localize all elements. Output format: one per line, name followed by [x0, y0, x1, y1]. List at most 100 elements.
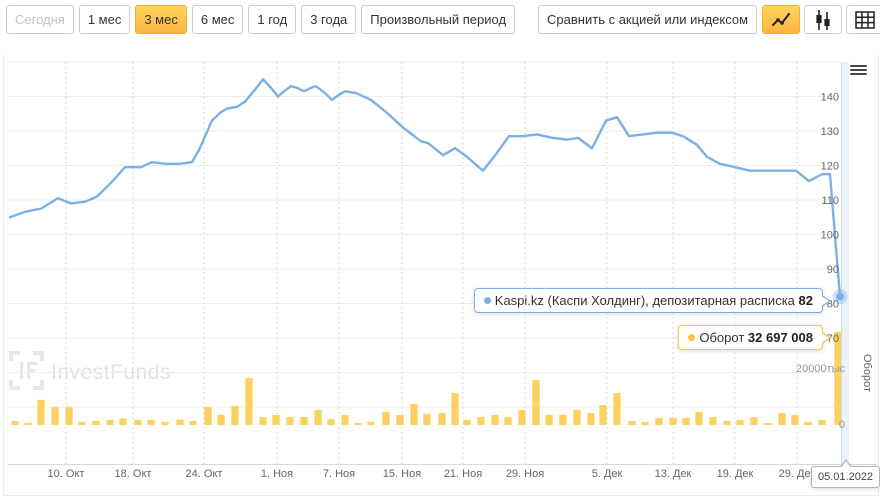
volume-bar[interactable] — [51, 407, 59, 425]
x-tick-label: 18. Окт — [115, 468, 152, 480]
price-tick-label: 90 — [827, 264, 839, 276]
volume-bar[interactable] — [382, 411, 390, 425]
volume-bar[interactable] — [92, 421, 100, 425]
period-button[interactable]: 3 мес — [135, 5, 187, 34]
line-chart-icon — [769, 9, 793, 31]
volume-bar[interactable] — [518, 409, 526, 425]
volume-bar[interactable] — [65, 407, 73, 425]
x-tick-label: 21. Ноя — [444, 468, 482, 480]
volume-bar[interactable] — [245, 377, 253, 425]
volume-bar[interactable] — [286, 417, 294, 425]
volume-bar[interactable] — [682, 417, 690, 425]
volume-tooltip: Оборот 32 697 008 — [678, 325, 831, 350]
volume-bar[interactable] — [314, 409, 322, 425]
volume-bar[interactable] — [396, 415, 404, 425]
volume-bar[interactable] — [272, 415, 280, 425]
volume-tooltip-label: Оборот — [699, 330, 745, 345]
chart-type-button-group — [762, 5, 880, 34]
volume-bar[interactable] — [106, 419, 114, 425]
volume-bar[interactable] — [217, 415, 225, 425]
period-button[interactable]: 6 мес — [191, 5, 244, 34]
volume-bar[interactable] — [764, 423, 772, 425]
volume-bar[interactable] — [723, 421, 731, 425]
volume-bar[interactable] — [613, 393, 621, 425]
volume-bar[interactable] — [655, 417, 663, 425]
volume-bar[interactable] — [161, 421, 169, 425]
volume-zero-label: 0 — [839, 419, 845, 431]
volume-bar[interactable] — [587, 413, 595, 425]
volume-bar[interactable] — [736, 419, 744, 425]
volume-bar[interactable] — [834, 331, 842, 425]
volume-bar[interactable] — [599, 405, 607, 425]
price-tooltip-value: 82 — [798, 293, 813, 308]
x-tick-label: 29. Дек — [779, 468, 816, 480]
x-tick-label: 29. Ноя — [506, 468, 544, 480]
volume-bar[interactable] — [438, 413, 446, 425]
volume-bar[interactable] — [327, 419, 335, 425]
volume-bar[interactable] — [134, 419, 142, 425]
volume-bar[interactable] — [559, 415, 567, 425]
date-tooltip: 05.01.2022 — [811, 459, 880, 488]
volume-bar[interactable] — [37, 399, 45, 425]
price-tick-label: 110 — [821, 195, 839, 207]
table-view-button[interactable] — [846, 5, 880, 34]
volume-bar[interactable] — [504, 417, 512, 425]
volume-bar[interactable] — [804, 421, 812, 425]
period-button[interactable]: Произвольный период — [361, 5, 516, 34]
volume-bar[interactable] — [532, 379, 540, 425]
volume-bar[interactable] — [204, 407, 212, 425]
line-chart-type-button[interactable] — [762, 5, 801, 34]
volume-bar[interactable] — [750, 417, 758, 425]
volume-bar[interactable] — [367, 421, 375, 425]
candlestick-icon — [811, 9, 835, 31]
volume-bar[interactable] — [300, 417, 308, 425]
period-button[interactable]: Сегодня — [6, 5, 74, 34]
volume-bar[interactable] — [231, 405, 239, 425]
x-tick-label: 1. Ноя — [261, 468, 293, 480]
candlestick-chart-type-button[interactable] — [804, 5, 843, 34]
volume-bar[interactable] — [189, 421, 197, 425]
investfunds-logo — [8, 350, 45, 396]
price-tooltip: Kaspi.kz (Каспи Холдинг), депозитарная р… — [473, 288, 832, 313]
volume-bar[interactable] — [11, 421, 19, 425]
volume-bar[interactable] — [709, 417, 717, 425]
volume-bar[interactable] — [410, 403, 418, 425]
volume-bar[interactable] — [176, 419, 184, 425]
volume-bar[interactable] — [423, 413, 431, 425]
price-tick-label: 120 — [821, 161, 839, 173]
volume-tooltip-value: 32 697 008 — [747, 330, 813, 345]
volume-bar[interactable] — [778, 413, 786, 425]
period-button-group: Сегодня 1 мес 3 мес 6 мес 1 год 3 года Произво… — [6, 5, 516, 34]
volume-bar[interactable] — [451, 393, 459, 425]
volume-bar[interactable] — [545, 415, 553, 425]
volume-bar[interactable] — [669, 417, 677, 425]
x-tick-label: 5. Дек — [592, 468, 623, 480]
volume-bar[interactable] — [119, 418, 127, 425]
volume-bar[interactable] — [78, 421, 86, 425]
compare-button[interactable]: Сравнить с акцией или индексом — [538, 5, 758, 34]
volume-bar[interactable] — [477, 417, 485, 425]
volume-bar[interactable] — [24, 423, 32, 425]
volume-bar[interactable] — [463, 419, 471, 425]
volume-bar[interactable] — [259, 417, 267, 425]
period-button[interactable]: 1 мес — [78, 5, 131, 34]
volume-bar[interactable] — [791, 415, 799, 425]
price-line[interactable] — [8, 78, 842, 298]
volume-bar[interactable] — [147, 419, 155, 425]
x-tick-label: 7. Ноя — [323, 468, 355, 480]
volume-bar[interactable] — [695, 411, 703, 425]
period-button[interactable]: 3 года — [301, 5, 357, 34]
volume-bar[interactable] — [818, 419, 826, 425]
volume-bar[interactable] — [491, 415, 499, 425]
volume-bar[interactable] — [573, 409, 581, 425]
volume-bar[interactable] — [641, 421, 649, 425]
chart-menu-button[interactable] — [850, 62, 867, 78]
series-dot-icon — [483, 297, 491, 304]
volume-bar[interactable] — [341, 415, 349, 425]
volume-bar[interactable] — [354, 423, 362, 425]
period-button[interactable]: 1 год — [248, 5, 297, 34]
toolbar: Сегодня 1 мес 3 мес 6 мес 1 год 3 года Произво… — [6, 5, 880, 34]
volume-bar[interactable] — [628, 421, 636, 425]
